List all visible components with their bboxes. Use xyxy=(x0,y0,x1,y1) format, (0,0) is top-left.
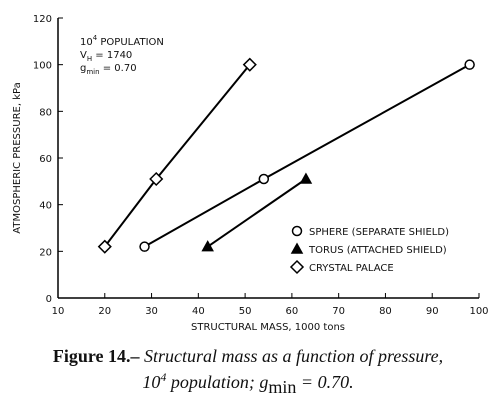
point xyxy=(139,241,150,252)
caption-text: population; g xyxy=(166,372,268,392)
y-tick-label: 0 xyxy=(46,294,52,305)
caption-text: 10 xyxy=(142,372,160,392)
annotation-text: 10 xyxy=(80,37,93,48)
legend-marker xyxy=(290,242,304,254)
y-tick-label: 20 xyxy=(39,247,52,258)
y-tick-label: 120 xyxy=(33,14,52,25)
annotation: VH = 1740 xyxy=(80,50,132,63)
caption-text: = 0.70. xyxy=(296,372,353,392)
x-tick-label: 50 xyxy=(239,306,252,317)
x-tick-label: 10 xyxy=(52,306,65,317)
point xyxy=(242,57,257,72)
annotation-text: POPULATION xyxy=(97,37,164,48)
legend-marker xyxy=(289,259,305,275)
annotation: gmin = 0.70 xyxy=(80,63,137,76)
caption: Figure 14.– Structural mass as a functio… xyxy=(53,346,443,366)
point xyxy=(464,59,475,70)
annotation-text: V xyxy=(80,50,87,61)
x-tick-label: 40 xyxy=(192,306,205,317)
point xyxy=(201,240,214,252)
caption: 104 population; gmin = 0.70. xyxy=(142,370,353,397)
series-line xyxy=(144,63,471,248)
x-tick-label: 100 xyxy=(469,306,488,317)
annotation-text: min xyxy=(86,68,99,76)
legend-label: SPHERE (SEPARATE SHIELD) xyxy=(309,227,449,238)
x-tick-label: 90 xyxy=(426,306,439,317)
y-tick-label: 100 xyxy=(33,61,52,72)
legend-label: TORUS (ATTACHED SHIELD) xyxy=(308,245,447,256)
caption-text: 4 xyxy=(160,370,166,384)
caption-text: Structural mass as a function of pressur… xyxy=(140,346,444,366)
y-tick-label: 80 xyxy=(39,107,52,118)
series-line xyxy=(207,178,307,248)
y-axis-label: ATMOSPHERIC PRESSURE, kPa xyxy=(12,82,23,233)
annotation-text: = 1740 xyxy=(92,50,132,61)
x-tick-label: 80 xyxy=(379,306,392,317)
annotation-text: = 0.70 xyxy=(100,63,137,74)
x-axis-label: STRUCTURAL MASS, 1000 tons xyxy=(191,322,345,333)
y-tick-label: 60 xyxy=(39,154,52,165)
legend-marker xyxy=(291,225,303,237)
annotation-text: 4 xyxy=(93,34,98,42)
x-tick-label: 20 xyxy=(98,306,111,317)
point xyxy=(149,171,164,187)
x-tick-label: 30 xyxy=(145,306,158,317)
caption-text: Figure 14.– xyxy=(53,346,141,366)
y-tick-label: 40 xyxy=(39,201,52,212)
annotation: 104 POPULATION xyxy=(80,34,164,48)
legend-label: CRYSTAL PALACE xyxy=(309,263,394,274)
point xyxy=(299,172,313,184)
series-line xyxy=(103,64,251,248)
x-tick-label: 60 xyxy=(286,306,299,317)
point xyxy=(97,239,112,254)
x-tick-label: 70 xyxy=(332,306,345,317)
caption-text: min xyxy=(268,377,296,397)
annotation-text: g xyxy=(80,63,86,74)
annotation-text: H xyxy=(87,55,92,63)
point xyxy=(258,173,270,185)
